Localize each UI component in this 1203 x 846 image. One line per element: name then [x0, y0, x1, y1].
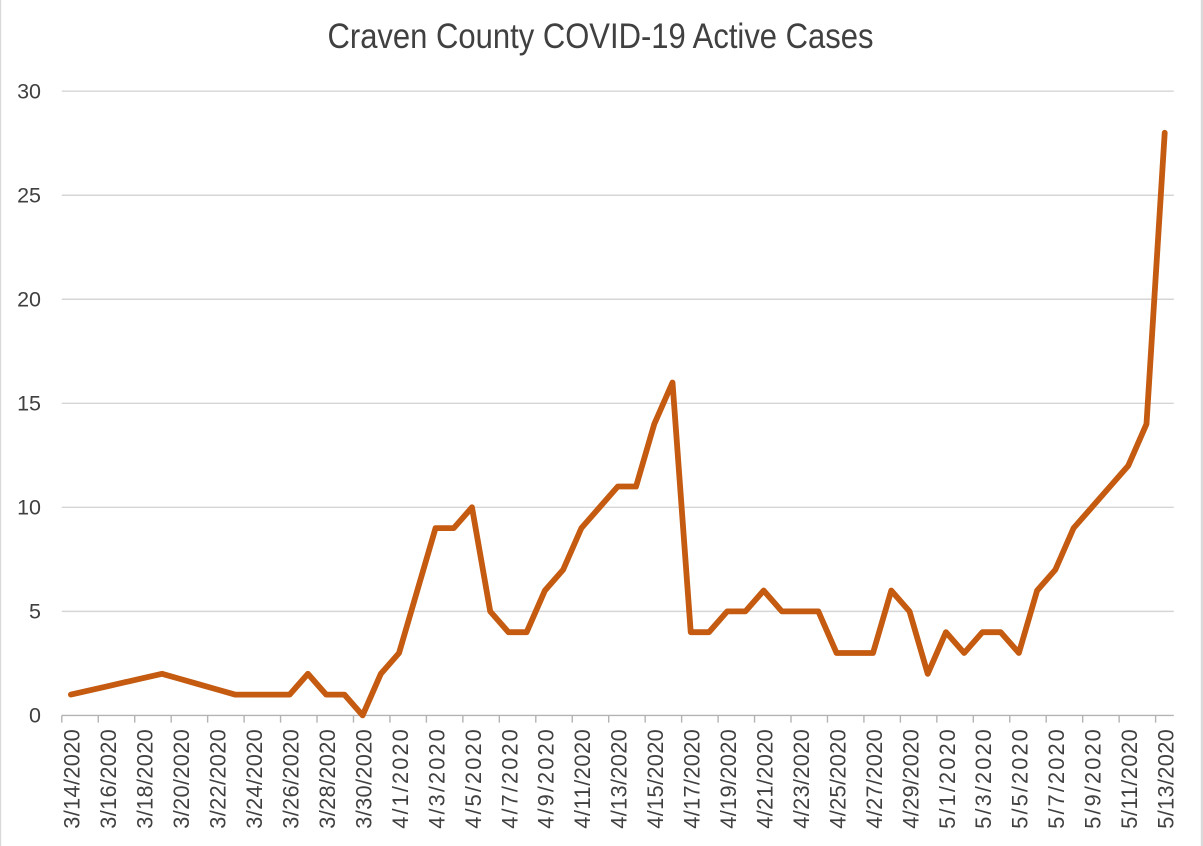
svg-text:3/22/2020: 3/22/2020 [206, 729, 231, 829]
svg-text:3/24/2020: 3/24/2020 [242, 729, 267, 829]
svg-text:4/19/2020: 4/19/2020 [716, 729, 741, 829]
svg-text:0: 0 [29, 704, 41, 728]
svg-text:4/25/2020: 4/25/2020 [825, 729, 850, 829]
svg-text:15: 15 [17, 392, 41, 416]
svg-text:3/16/2020: 3/16/2020 [96, 729, 121, 829]
svg-text:4/17/2020: 4/17/2020 [680, 729, 705, 829]
svg-text:5/5/2020: 5/5/2020 [1008, 729, 1033, 829]
svg-text:4/23/2020: 4/23/2020 [789, 729, 814, 829]
svg-text:4/3/2020: 4/3/2020 [424, 729, 449, 829]
svg-text:5/9/2020: 5/9/2020 [1081, 729, 1106, 829]
svg-text:3/26/2020: 3/26/2020 [278, 729, 303, 829]
svg-text:4/5/2020: 4/5/2020 [461, 729, 486, 829]
svg-text:5/13/2020: 5/13/2020 [1154, 729, 1179, 829]
svg-text:20: 20 [17, 288, 41, 312]
svg-text:25: 25 [17, 184, 41, 208]
svg-text:3/14/2020: 3/14/2020 [60, 729, 85, 829]
svg-text:4/13/2020: 4/13/2020 [607, 729, 632, 829]
svg-text:5: 5 [29, 600, 41, 624]
svg-text:5/1/2020: 5/1/2020 [935, 729, 960, 829]
svg-text:3/18/2020: 3/18/2020 [133, 729, 158, 829]
svg-text:5/11/2020: 5/11/2020 [1117, 729, 1142, 829]
svg-text:4/7/2020: 4/7/2020 [497, 729, 522, 829]
svg-text:Craven County COVID-19 Active: Craven County COVID-19 Active Cases [328, 17, 874, 56]
svg-text:4/11/2020: 4/11/2020 [570, 729, 595, 829]
svg-text:4/29/2020: 4/29/2020 [898, 729, 923, 829]
svg-text:3/30/2020: 3/30/2020 [351, 729, 376, 829]
svg-text:3/28/2020: 3/28/2020 [315, 729, 340, 829]
svg-text:4/1/2020: 4/1/2020 [388, 729, 413, 829]
svg-text:5/7/2020: 5/7/2020 [1044, 729, 1069, 829]
svg-text:4/15/2020: 4/15/2020 [643, 729, 668, 829]
svg-text:4/9/2020: 4/9/2020 [534, 729, 559, 829]
svg-text:3/20/2020: 3/20/2020 [169, 729, 194, 829]
svg-text:4/21/2020: 4/21/2020 [752, 729, 777, 829]
svg-text:4/27/2020: 4/27/2020 [862, 729, 887, 829]
svg-text:10: 10 [17, 496, 41, 520]
svg-text:5/3/2020: 5/3/2020 [971, 729, 996, 829]
svg-text:30: 30 [17, 79, 41, 103]
